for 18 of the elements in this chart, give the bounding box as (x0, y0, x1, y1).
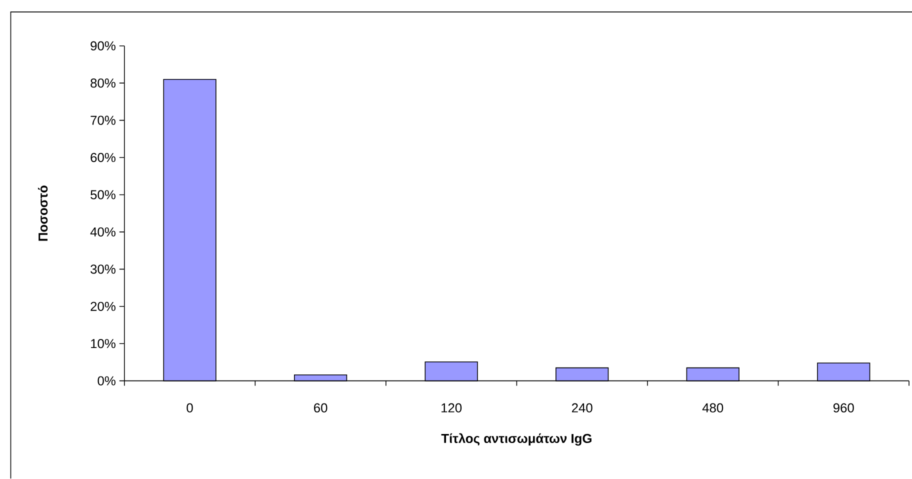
y-tick-label: 50% (90, 190, 116, 200)
x-tick-label: 0 (186, 404, 193, 413)
x-tick-label: 120 (442, 404, 462, 413)
y-tick-label: 80% (90, 78, 116, 88)
y-tick-label: 10% (91, 339, 116, 348)
x-axis-title: Τίτλος αντισωμάτων IgG (441, 433, 592, 446)
y-tick-label: 90% (90, 42, 116, 51)
y-tick-label: 40% (90, 228, 116, 237)
y-tick-label: 60% (90, 153, 116, 162)
x-tick-label: 480 (702, 404, 724, 413)
x-tick-label: 240 (572, 404, 592, 413)
x-tick-label: 60 (314, 404, 328, 413)
x-tick-label: 960 (833, 404, 854, 413)
y-tick-label: 20% (90, 302, 116, 312)
y-tick-label: 70% (90, 116, 116, 126)
y-tick-label: 30% (90, 264, 116, 274)
y-axis-title: Ποσοστό (38, 186, 48, 241)
y-tick-label: 0% (98, 376, 116, 386)
